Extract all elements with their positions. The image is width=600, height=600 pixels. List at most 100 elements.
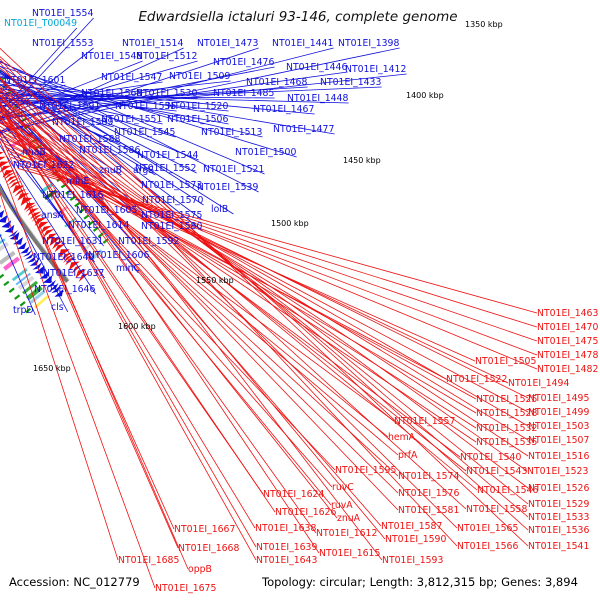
forward-gene-label: NT01EI_1622 [13, 160, 74, 171]
annotation-stripe [17, 275, 35, 290]
forward-gene-label: NT01EI_1446 [286, 62, 347, 73]
reverse-gene-label: NT01EI_1475 [537, 336, 598, 347]
reverse-leader-line [0, 129, 395, 422]
reverse-gene-label: NT01EI_1639 [256, 542, 317, 553]
reverse-gene-label: NT01EI_1526 [528, 483, 589, 494]
forward-gene-arrow [20, 246, 30, 254]
forward-gene-arrow [39, 271, 49, 279]
reverse-leader-line [0, 162, 156, 589]
forward-leader-line [0, 183, 69, 313]
reverse-gene-arrow [17, 193, 29, 201]
reverse-gene-label: NT01EI_1528 [476, 408, 537, 419]
reverse-gene-label: NT01EI_1495 [528, 393, 589, 404]
forward-gene-label: NT01EI_1637 [43, 268, 104, 279]
forward-gene-arrow [27, 255, 37, 263]
outer-scale-tick [25, 307, 32, 314]
reverse-gene-arrow [37, 221, 49, 230]
reverse-gene-arrow [52, 240, 64, 250]
reverse-gene-label: NT01EI_1667 [174, 524, 235, 535]
forward-gene-label: NT01EI_1506 [167, 114, 228, 125]
reverse-gene-label: NT01EI_1581 [398, 505, 459, 516]
forward-gene-label: NT01EI_1514 [122, 38, 183, 49]
reverse-gene-arrow [12, 185, 25, 194]
forward-gene-label: nhaB [22, 147, 46, 158]
forward-gene-arrow [22, 249, 33, 257]
forward-gene-label: NT01EI_1552 [135, 163, 196, 174]
reverse-leader-line [0, 140, 175, 530]
reverse-leader-line [0, 108, 529, 457]
forward-gene-label: NT01EI_1544 [137, 150, 198, 161]
forward-leader-line [0, 84, 315, 115]
reverse-gene-label: NT01EI_1543 [466, 466, 527, 477]
reverse-leader-line [0, 117, 529, 441]
forward-gene-label: NT01EI_1441 [272, 38, 333, 49]
reverse-gene-label: ruvA [331, 500, 353, 511]
reverse-leader-line [0, 114, 264, 495]
reverse-gene-label: NT01EI_1546 [477, 485, 538, 496]
reverse-leader-line [0, 61, 383, 561]
gene-labels: 1350 kbp 1400 kbp 1450 kbp 1500 kbp 1550 kbp… [4, 8, 598, 594]
forward-leader-line [0, 71, 204, 206]
forward-gene-label: NT01EI_1588 [59, 134, 120, 145]
reverse-gene-arrow [54, 243, 66, 253]
reverse-gene-label: NT01EI_1463 [537, 308, 598, 319]
annotation-stripe [15, 272, 31, 286]
annotation-stripe [0, 241, 9, 252]
forward-gene-label: NT01EI_1509 [169, 71, 230, 82]
accession-label: Accession: NC_012779 [9, 575, 140, 589]
reverse-gene-label: NT01EI_1574 [398, 471, 459, 482]
reverse-gene-label: ruvC [332, 482, 354, 493]
reverse-gene-label: NT01EI_1482 [537, 364, 598, 375]
reverse-gene-arrow [30, 211, 42, 220]
forward-gene-arrow [49, 282, 59, 291]
forward-gene-label: NT01EI_1512 [136, 51, 197, 62]
reverse-leader-line [0, 191, 119, 561]
reverse-gene-label: NT01EI_1540 [460, 452, 521, 463]
forward-gene-label: NT01EI_1591 [39, 101, 100, 112]
forward-gene-label: cls [51, 302, 64, 313]
reverse-gene-arrow [31, 213, 44, 222]
outer-scale-tick [8, 287, 15, 293]
forward-leader-line [0, 75, 263, 138]
forward-gene-label: NT01EI_1473 [197, 38, 258, 49]
outer-scale-tick [14, 294, 21, 300]
forward-leader-line [0, 107, 89, 187]
forward-gene-label: NT01EI_1606 [88, 250, 149, 261]
reverse-leader-line [0, 56, 529, 531]
reverse-gene-label: prfA [398, 450, 418, 461]
forward-gene-label: NT01EI_1551 [101, 114, 162, 125]
reverse-gene-arrow [23, 202, 36, 211]
reverse-gene-arrow [14, 188, 27, 197]
forward-gene-label: ansA [41, 210, 64, 221]
outer-scale-tick [0, 273, 5, 279]
scale-label-1350-kbp: 1350 kbp [465, 20, 503, 29]
reverse-gene-label: NT01EI_1558 [466, 504, 527, 515]
scale-label-1650-kbp: 1650 kbp [33, 364, 71, 373]
reverse-gene-label: NT01EI_1557 [394, 416, 455, 427]
forward-gene-label: NT01EI_1614 [68, 220, 129, 231]
reverse-leader-line [0, 117, 399, 456]
reverse-gene-label: NT01EI_1565 [457, 523, 518, 534]
forward-gene-label: NT01EI_1500 [235, 147, 296, 158]
reverse-gene-arrow [25, 204, 37, 213]
reverse-gene-label: NT01EI_1470 [537, 322, 598, 333]
reverse-gene-arrow [0, 147, 1, 148]
forward-leader-line [0, 96, 150, 261]
inner-scale-tick [0, 70, 2, 73]
forward-gene-label: NT01EI_1554 [32, 8, 93, 19]
forward-leader-line [0, 95, 114, 128]
reverse-leader-line [0, 94, 399, 511]
reverse-gene-label: NT01EI_1503 [528, 421, 589, 432]
forward-gene-arrow [1, 220, 12, 228]
forward-leader-line [0, 95, 122, 176]
forward-gene-label: lolB [211, 204, 228, 215]
inner-scale-tick [74, 201, 81, 208]
scale-label-1500-kbp: 1500 kbp [271, 219, 309, 228]
label-leader-lines [0, 17, 538, 589]
scale-label-1400-kbp: 1400 kbp [406, 91, 444, 100]
reverse-gene-arrow [43, 229, 55, 238]
reverse-gene-arrow [0, 165, 12, 173]
reverse-gene-label: NT01EI_1587 [381, 521, 442, 532]
